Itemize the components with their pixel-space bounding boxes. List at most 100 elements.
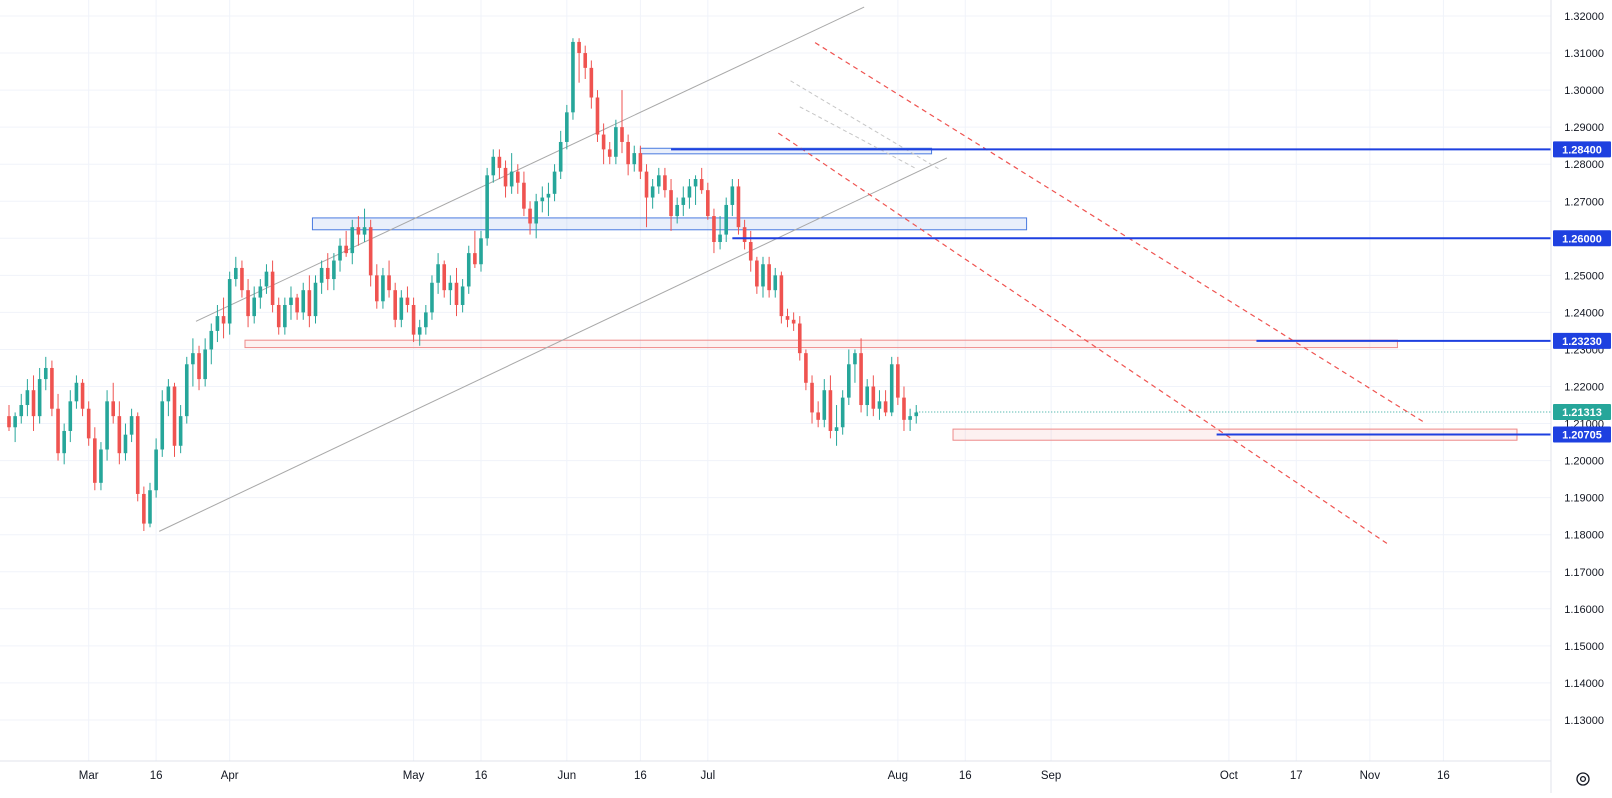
candle-body	[712, 216, 716, 243]
candle	[74, 375, 79, 409]
candle-body	[822, 390, 827, 420]
candle-body	[74, 382, 79, 402]
settings-gear-icon[interactable]	[1572, 769, 1594, 789]
candle	[295, 293, 299, 320]
x-tick-label: 16	[1437, 770, 1450, 782]
y-tick-label: 1.27000	[1564, 196, 1604, 208]
candle	[393, 282, 397, 328]
candle	[381, 267, 385, 309]
candle-body	[246, 290, 250, 317]
candle-body	[847, 364, 851, 398]
candle-body	[908, 416, 912, 420]
y-tick-label: 1.16000	[1564, 604, 1604, 616]
candle-body	[614, 127, 618, 157]
x-tick-label: May	[403, 770, 425, 782]
candle	[387, 260, 391, 298]
x-tick-label: Nov	[1360, 770, 1381, 782]
candle	[454, 267, 459, 317]
level-price-tag	[1553, 332, 1611, 349]
candle	[663, 167, 667, 198]
trendlines	[158, 6, 1426, 545]
candle-body	[804, 353, 808, 383]
candle-body	[503, 167, 508, 187]
candle	[589, 60, 594, 109]
y-tick-label: 1.30000	[1564, 85, 1604, 97]
candle-body	[889, 364, 894, 413]
candle-body	[19, 405, 24, 417]
candle-body	[393, 290, 397, 320]
y-tick-label: 1.25000	[1564, 270, 1604, 282]
candle	[853, 349, 857, 383]
candle-body	[344, 245, 348, 254]
candle-body	[264, 271, 269, 287]
candle-body	[865, 386, 869, 406]
candle-body	[742, 227, 747, 243]
level-price-label: 1.28400	[1562, 144, 1602, 156]
candle	[37, 367, 42, 424]
zone-box	[244, 339, 1398, 349]
candle-body	[601, 134, 606, 150]
channel-line	[195, 6, 865, 322]
candle-body	[853, 353, 857, 365]
y-tick-label: 1.29000	[1564, 122, 1604, 134]
candle	[270, 260, 275, 313]
y-tick-label: 1.17000	[1564, 567, 1604, 579]
candle	[460, 279, 465, 313]
candle	[485, 167, 489, 246]
candle-body	[289, 297, 293, 305]
candle-body	[375, 275, 379, 302]
candle	[350, 219, 355, 265]
candle-body	[99, 449, 103, 483]
x-tick-label: 16	[634, 770, 647, 782]
candle-body	[86, 408, 91, 439]
candle-body	[332, 260, 336, 280]
candle-body	[436, 264, 440, 283]
candle	[19, 393, 24, 424]
candle	[301, 282, 306, 320]
candle	[191, 338, 195, 387]
candle-body	[534, 201, 538, 224]
candle	[252, 286, 256, 324]
candle	[25, 379, 30, 417]
candle	[804, 349, 808, 391]
candle	[675, 197, 679, 224]
candle	[718, 216, 722, 250]
candle	[172, 382, 177, 457]
candle	[565, 104, 569, 150]
candle	[626, 134, 630, 176]
candle	[908, 408, 912, 431]
candle	[209, 323, 214, 365]
candle	[810, 375, 814, 424]
candle-body	[252, 297, 256, 317]
candle-body	[154, 449, 158, 491]
candle-body	[160, 401, 165, 450]
candle	[184, 356, 189, 424]
level-price-label: 1.23230	[1562, 336, 1602, 348]
candle	[332, 253, 336, 291]
candle	[142, 486, 146, 531]
candle	[822, 379, 827, 428]
candle-body	[466, 253, 471, 287]
time-axis[interactable]: Mar 16 Apr May 16 Jun 16 Jul Aug 16 Sep Oct 17 Nov 16	[79, 770, 1450, 782]
candle	[466, 245, 471, 294]
candle-body	[381, 275, 385, 302]
candle-body	[577, 41, 581, 54]
candle-body	[56, 408, 60, 454]
candle-body	[62, 430, 66, 454]
candle	[227, 271, 232, 335]
zone-box	[311, 217, 1028, 231]
candle	[632, 145, 637, 172]
level-price-label: 1.20705	[1562, 429, 1602, 441]
x-tick-label: Jul	[700, 770, 715, 782]
candle	[111, 382, 116, 424]
candle	[840, 390, 845, 435]
candle	[834, 405, 839, 446]
candle-body	[663, 175, 667, 191]
candle	[276, 297, 281, 335]
candle	[914, 405, 919, 424]
candle-body	[454, 282, 459, 305]
candle	[43, 356, 48, 391]
